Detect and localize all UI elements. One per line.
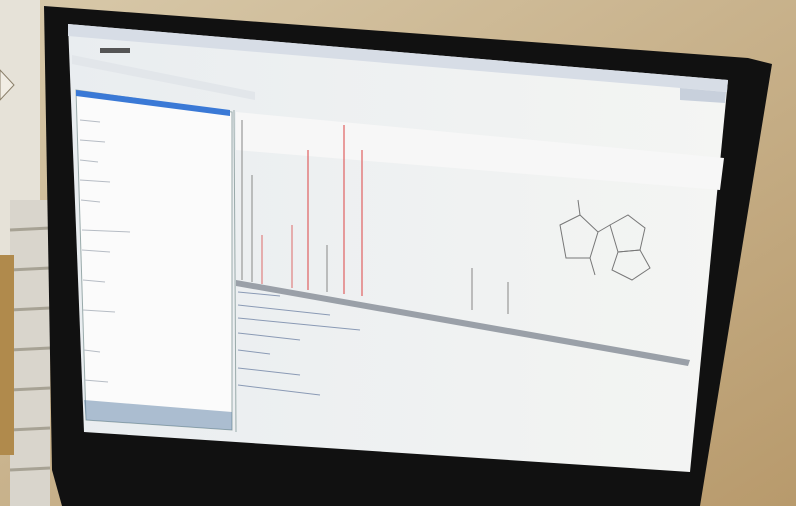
splitter <box>233 109 237 433</box>
info-text-lines <box>237 291 361 396</box>
bond <box>589 257 596 276</box>
row <box>83 349 101 353</box>
text-line <box>237 304 331 316</box>
left-list-panel <box>75 89 233 431</box>
slat <box>9 466 51 472</box>
box <box>0 255 14 455</box>
slats <box>10 200 50 506</box>
slat <box>9 386 51 392</box>
text-line <box>237 332 301 341</box>
arrow-shape <box>0 69 15 101</box>
shelf-slats <box>9 200 51 506</box>
slat <box>9 426 51 432</box>
row <box>82 279 106 283</box>
molecule <box>559 199 651 281</box>
screen <box>68 24 728 472</box>
spectrum-header <box>236 112 724 190</box>
list-rows <box>79 119 131 383</box>
ring <box>609 214 646 253</box>
slat <box>9 226 51 232</box>
slat <box>9 306 51 312</box>
row <box>82 309 116 313</box>
text-line <box>237 367 301 376</box>
row <box>79 139 106 143</box>
row <box>79 159 99 163</box>
spectrum-axis <box>236 280 690 366</box>
row <box>80 199 101 203</box>
bond <box>597 224 611 233</box>
toolbar <box>72 55 255 100</box>
ring <box>611 249 651 281</box>
text-line <box>237 349 271 355</box>
window-buttons <box>680 88 726 103</box>
bond <box>577 199 581 216</box>
slat <box>9 346 51 352</box>
text-line <box>237 317 361 331</box>
slat <box>9 266 51 272</box>
row <box>79 179 111 183</box>
row <box>81 229 131 233</box>
title-bar <box>68 24 728 92</box>
ring <box>559 214 599 259</box>
text-line <box>237 384 321 396</box>
taskbar <box>84 400 232 430</box>
text-line <box>237 291 281 297</box>
toolbar-icons <box>100 48 130 53</box>
row <box>81 249 111 253</box>
spectrum-peaks <box>241 120 509 314</box>
selected-row <box>76 90 230 116</box>
row <box>79 119 101 123</box>
row <box>83 379 109 383</box>
